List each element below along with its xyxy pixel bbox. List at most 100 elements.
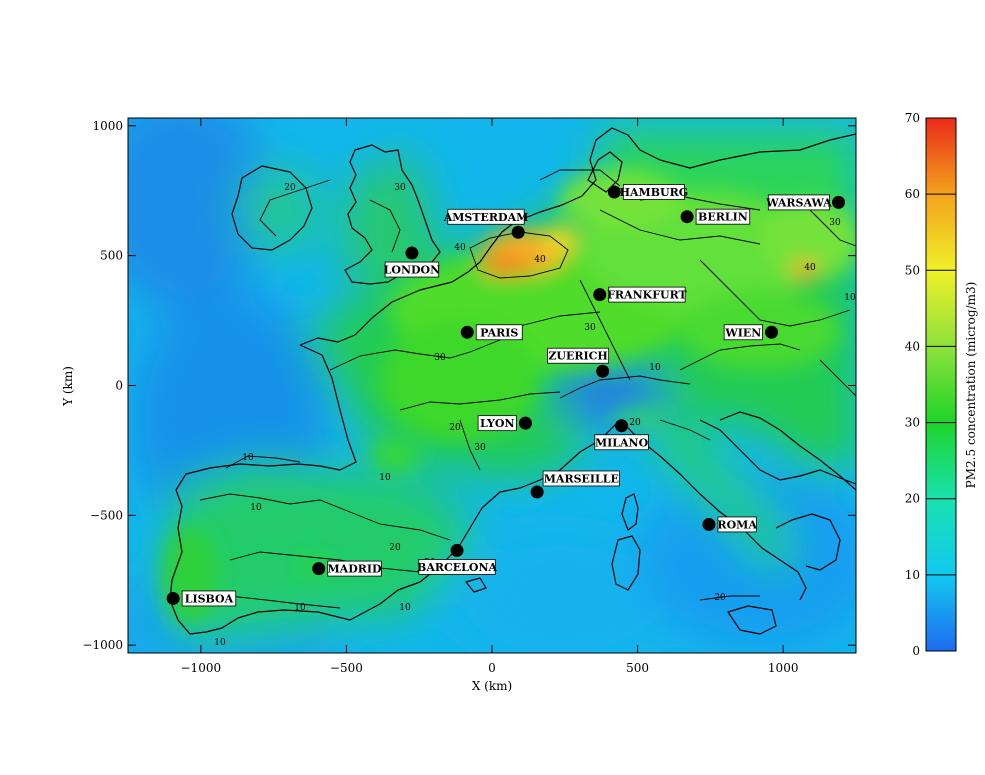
city-label-box <box>608 286 686 303</box>
city-wien: WIEN <box>723 324 779 341</box>
colorbar-tick-label: 50 <box>905 263 920 277</box>
city-london: LONDON <box>384 246 441 278</box>
city-roma: ROMA <box>702 516 757 533</box>
y-axis: 1000 500 0 −500 −1000 <box>82 119 856 652</box>
city-label: AMSTERDAM <box>443 211 529 224</box>
city-label-box <box>767 194 830 211</box>
contour-label: 40 <box>534 255 546 265</box>
city-berlin: BERLIN <box>680 208 751 225</box>
colorbar-gradient <box>925 117 957 652</box>
city-madrid: MADRID <box>312 560 382 577</box>
x-tick-label: 500 <box>626 661 649 675</box>
city-label: LONDON <box>384 264 441 277</box>
y-axis-title: Y (km) <box>61 366 75 407</box>
contour-label: 30 <box>474 443 486 453</box>
y-tick-label: 0 <box>115 379 123 393</box>
city-marker <box>593 288 607 302</box>
contour-label: 10 <box>649 363 661 373</box>
city-lyon: LYON <box>477 415 532 432</box>
x-tick-label: 0 <box>488 661 496 675</box>
city-marker <box>530 485 544 499</box>
city-paris: PARIS <box>460 324 523 341</box>
contour-label: 20 <box>449 423 461 433</box>
city-hamburg: HAMBURG <box>607 184 689 200</box>
city-milano: MILANO <box>594 419 649 451</box>
colorbar: 0 10 20 30 40 50 60 70 PM2.5 concentration (mic… <box>905 111 978 658</box>
city-marker <box>511 225 525 239</box>
contour-label: 40 <box>804 263 816 273</box>
city-label-box <box>723 324 763 341</box>
city-marker <box>405 246 419 260</box>
city-amsterdam: AMSTERDAM <box>443 208 529 239</box>
contour-label: 20 <box>714 593 726 603</box>
x-tick-label: 1000 <box>768 661 799 675</box>
contour-label: 10 <box>399 603 411 613</box>
city-label-box <box>418 559 496 575</box>
contour-label: 20 <box>389 543 401 553</box>
concentration-field: 10 20 30 40 40 40 30 20 10 10 20 30 10 20 30 30 10 20 10 10… <box>128 118 856 653</box>
city-label-box <box>475 324 523 341</box>
city-label: PARIS <box>480 326 518 339</box>
contour-label: 30 <box>394 183 406 193</box>
city-label: MILANO <box>595 436 649 449</box>
city-marker <box>702 517 716 531</box>
city-markers: LONDON AMSTERDAM HAMBURG BERLIN WARSAWA FRANK… <box>166 184 846 607</box>
contour-label: 10 <box>214 638 226 648</box>
city-marker <box>460 325 474 339</box>
contour-label: 30 <box>434 353 446 363</box>
x-tick-label: −1000 <box>181 661 222 675</box>
city-label-box <box>717 516 757 533</box>
city-label-box <box>547 347 610 364</box>
city-label-box <box>594 434 649 451</box>
y-tick-label: 1000 <box>92 119 123 133</box>
city-marker <box>680 210 694 224</box>
city-label: MARSEILLE <box>544 472 619 485</box>
city-label-box <box>622 184 685 200</box>
city-marker <box>312 562 326 576</box>
contour-label: 10 <box>250 503 262 513</box>
city-marker <box>832 195 846 209</box>
city-marker <box>615 419 629 433</box>
city-marker <box>166 591 180 605</box>
contour-label: 30 <box>829 218 841 228</box>
city-label: LISBOA <box>185 592 234 605</box>
contour-label: 10 <box>379 473 391 483</box>
city-label-box <box>695 208 751 225</box>
city-label: WARSAWA <box>765 196 832 209</box>
contour-label: 20 <box>284 183 296 193</box>
coastlines <box>169 127 856 635</box>
contour-label: 30 <box>584 323 596 333</box>
x-axis-title: X (km) <box>472 679 512 693</box>
city-label: FRANKFURT <box>607 289 687 302</box>
city-label: ZUERICH <box>548 350 607 363</box>
city-label: WIEN <box>724 326 761 339</box>
city-frankfurt: FRANKFURT <box>593 286 688 303</box>
city-lisboa: LISBOA <box>166 590 237 607</box>
city-label: BARCELONA <box>417 561 497 574</box>
city-label-box <box>384 261 440 278</box>
contour-label: 40 <box>454 243 466 253</box>
contour-label: 10 <box>844 293 856 303</box>
city-label-box <box>327 560 382 577</box>
city-zuerich: ZUERICH <box>547 347 610 378</box>
x-axis: −1000 −500 0 500 1000 <box>181 118 799 675</box>
city-barcelona: BARCELONA <box>417 543 498 575</box>
city-label: ROMA <box>717 518 757 531</box>
city-label-box <box>181 590 237 607</box>
city-label-box <box>477 415 517 432</box>
colorbar-ticks: 0 10 20 30 40 50 60 70 <box>905 111 956 658</box>
city-label: MADRID <box>327 563 382 576</box>
y-tick-label: −500 <box>90 508 123 522</box>
city-label: BERLIN <box>698 211 748 224</box>
colorbar-tick-label: 0 <box>912 644 920 658</box>
city-label: HAMBURG <box>620 186 689 199</box>
colorbar-tick-label: 70 <box>905 111 920 125</box>
colorbar-tick-label: 10 <box>905 568 920 582</box>
colorbar-title: PM2.5 concentration (microg/m3) <box>964 282 978 489</box>
x-tick-label: −500 <box>330 661 363 675</box>
colorbar-tick-label: 30 <box>905 416 920 430</box>
y-tick-label: −1000 <box>82 638 123 652</box>
city-marseille: MARSEILLE <box>530 470 620 499</box>
